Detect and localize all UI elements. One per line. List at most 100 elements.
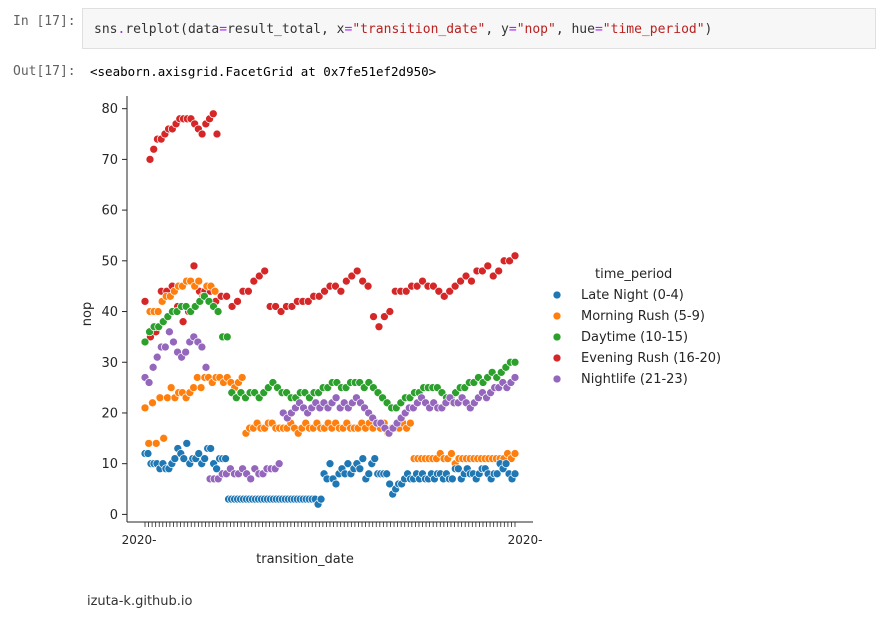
code-token-string: "time_period": [602, 22, 705, 37]
data-point-evening-rush: [341, 276, 351, 286]
code-token-comma: ,: [555, 22, 572, 37]
legend-marker: [552, 374, 562, 384]
data-point-late-night: [447, 474, 457, 484]
data-point-evening-rush: [478, 266, 487, 276]
y-tick-label: 0: [110, 508, 118, 523]
y-tick-label: 20: [101, 406, 118, 421]
data-point-evening-rush: [505, 256, 514, 266]
code-token-equals: =: [344, 22, 353, 37]
data-point-nightlife: [274, 459, 284, 469]
data-point-evening-rush: [461, 271, 471, 281]
data-point-morning-rush: [151, 439, 161, 448]
data-point-morning-rush: [153, 307, 163, 316]
data-point-late-night: [385, 479, 395, 489]
data-point-evening-rush: [271, 302, 280, 311]
code-token-function: relplot: [125, 22, 181, 37]
data-point-late-night: [355, 464, 365, 474]
data-point-late-night: [212, 464, 221, 474]
data-point-late-night: [316, 494, 326, 504]
code-token-string: "transition_date": [352, 22, 486, 37]
data-point-nightlife: [246, 474, 256, 484]
data-point-late-night: [206, 444, 215, 453]
data-point-evening-rush: [434, 286, 444, 296]
data-point-morning-rush: [189, 383, 198, 392]
data-point-evening-rush: [510, 251, 520, 261]
legend-marker: [552, 332, 562, 342]
data-point-evening-rush: [276, 307, 286, 316]
y-tick-label: 10: [101, 457, 118, 472]
data-point-morning-rush: [155, 393, 165, 403]
data-point-late-night: [501, 459, 511, 469]
code-cell[interactable]: sns.relplot(data=result_total, x="transi…: [82, 8, 876, 49]
code-token-comma: ,: [485, 22, 502, 37]
data-point-daytime: [510, 357, 520, 367]
data-point-evening-rush: [352, 266, 362, 276]
data-point-evening-rush: [429, 281, 438, 291]
data-point-evening-rush: [363, 281, 373, 291]
data-point-evening-rush: [222, 291, 231, 301]
data-point-evening-rush: [483, 261, 493, 271]
data-point-evening-rush: [401, 286, 411, 296]
data-point-evening-rush: [369, 312, 378, 321]
code-token-arg-value: result_total: [227, 22, 321, 37]
data-point-evening-rush: [494, 266, 504, 276]
data-point-evening-rush: [314, 291, 324, 301]
data-point-evening-rush: [336, 286, 346, 296]
data-point-evening-rush: [189, 261, 199, 271]
legend-marker: [552, 353, 562, 363]
data-point-nightlife: [331, 393, 341, 403]
x-tick-label: 2020-: [508, 533, 543, 547]
legend: time_period Late Night (0-4) Morning Rush …: [552, 267, 721, 387]
data-point-morning-rush: [194, 276, 204, 286]
data-point-nightlife: [510, 373, 520, 382]
data-point-nightlife: [152, 352, 162, 362]
x-axis-label: transition_date: [256, 552, 354, 567]
code-token-arg-name: x: [336, 22, 345, 37]
data-point-evening-rush: [303, 297, 313, 306]
legend-label: Nightlife (21-23): [581, 372, 688, 387]
data-point-evening-rush: [197, 129, 207, 139]
data-point-nightlife: [165, 327, 174, 337]
data-point-morning-rush: [196, 383, 206, 392]
data-point-late-night: [331, 479, 341, 489]
code-token-string: "nop": [516, 22, 556, 37]
code-token-arg-name: data: [187, 22, 220, 37]
x-axis: 2020- 2020-: [122, 522, 543, 547]
code-token-equals: =: [219, 22, 228, 37]
data-point-nightlife: [201, 362, 211, 372]
data-point-late-night: [510, 469, 520, 479]
y-tick-label: 60: [101, 204, 118, 219]
data-point-evening-rush: [149, 144, 159, 154]
y-tick-label: 30: [101, 356, 118, 371]
legend-label: Daytime (10-15): [581, 330, 688, 345]
data-point-morning-rush: [406, 418, 415, 428]
data-point-evening-rush: [320, 286, 329, 296]
y-tick-label: 40: [101, 305, 118, 320]
data-point-evening-rush: [418, 276, 427, 286]
y-tick-label: 50: [101, 254, 118, 269]
data-point-late-night: [143, 449, 153, 458]
code-token-arg-name: y: [501, 22, 509, 37]
data-point-daytime: [213, 307, 223, 316]
data-point-late-night: [382, 469, 392, 479]
data-point-morning-rush: [237, 373, 247, 382]
data-point-daytime: [222, 332, 232, 342]
code-token-comma: ,: [321, 22, 337, 37]
data-point-late-night: [364, 469, 374, 479]
data-point-late-night: [200, 454, 210, 463]
data-point-evening-rush: [374, 322, 384, 332]
legend-marker: [552, 311, 562, 321]
code-token-open-paren: (: [180, 22, 188, 37]
output-prompt: Out[17]:: [13, 64, 76, 79]
data-point-nightlife: [148, 362, 158, 372]
data-point-morning-rush: [159, 433, 169, 443]
code-token-equals: =: [594, 22, 603, 37]
legend-label: Evening Rush (16-20): [581, 351, 721, 366]
data-point-evening-rush: [227, 302, 237, 311]
code-token-module: sns: [94, 22, 118, 37]
data-point-evening-rush: [249, 276, 259, 286]
code-token-equals: =: [508, 22, 517, 37]
data-point-nightlife: [197, 342, 207, 352]
data-point-evening-rush: [244, 286, 253, 296]
data-point-morning-rush: [510, 449, 520, 458]
